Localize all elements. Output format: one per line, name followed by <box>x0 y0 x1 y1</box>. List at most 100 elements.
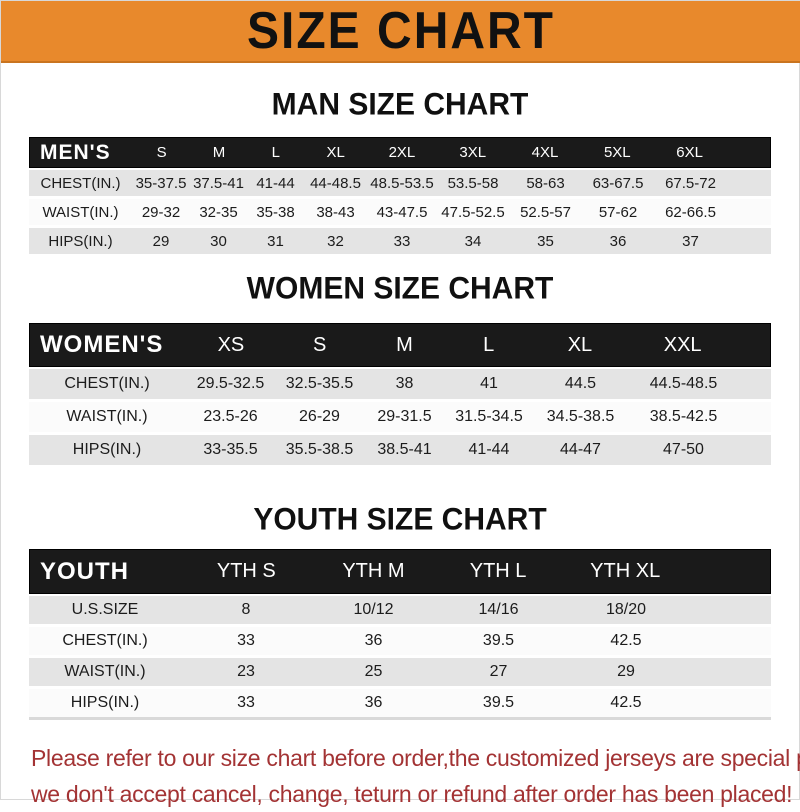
youth-size-table: YOUTH YTH S YTH M YTH L YTH XL U.S.SIZE … <box>29 549 771 720</box>
cell: 32-35 <box>199 203 238 221</box>
table-row: U.S.SIZE 8 10/12 14/16 18/20 <box>29 596 771 624</box>
table-row: HIPS(IN.) 29 30 31 32 33 34 35 36 37 <box>29 228 771 254</box>
cell: 36 <box>364 694 383 711</box>
women-header-label: WOMEN'S <box>40 331 164 358</box>
youth-section-title: YOUTH SIZE CHART <box>253 502 547 537</box>
cell: 63-67.5 <box>592 174 644 192</box>
cell: 38 <box>395 375 414 392</box>
order-notice-line2: we don't accept cancel, change, teturn o… <box>31 781 793 807</box>
cell: 33 <box>237 632 255 649</box>
cell: 44.5 <box>564 375 597 392</box>
size-header: 2XL <box>388 144 416 161</box>
row-label: CHEST(IN.) <box>62 632 148 649</box>
men-table-header: MEN'S S M L XL 2XL 3XL 4XL 5XL 6XL <box>29 137 771 168</box>
men-table-body: CHEST(IN.) 35-37.5 37.5-41 41-44 44-48.5… <box>29 168 771 254</box>
size-header: XL <box>326 144 345 161</box>
cell: 38-43 <box>316 203 355 221</box>
cell: 34 <box>464 232 482 250</box>
row-label: HIPS(IN.) <box>48 232 113 250</box>
size-chart-banner: SIZE CHART <box>1 1 800 63</box>
size-header: 3XL <box>459 144 487 161</box>
women-size-table: WOMEN'S XS S M L XL XXL CHEST(IN.) 29.5-… <box>29 323 771 465</box>
cell: 47-50 <box>663 441 704 458</box>
size-header: S <box>313 333 327 356</box>
men-header-label: MEN'S <box>40 140 111 164</box>
row-label: CHEST(IN.) <box>64 375 150 392</box>
table-row: HIPS(IN.) 33-35.5 35.5-38.5 38.5-41 41-4… <box>29 435 771 465</box>
cell: 18/20 <box>605 601 647 618</box>
order-notice-line1: Please refer to our size chart before or… <box>31 745 800 771</box>
cell: 32 <box>327 232 344 250</box>
cell: 29-31.5 <box>377 408 432 425</box>
cell: 33 <box>393 232 411 250</box>
size-header: YTH L <box>469 560 527 582</box>
cell: 31 <box>267 232 284 250</box>
size-header: YTH XL <box>590 560 661 582</box>
size-header: L <box>483 333 495 356</box>
cell: 47.5-52.5 <box>441 203 505 221</box>
women-table-header: WOMEN'S XS S M L XL XXL <box>29 323 771 367</box>
cell: 57-62 <box>598 203 638 221</box>
cell: 35-37.5 <box>135 174 187 192</box>
cell: 53.5-58 <box>447 174 499 192</box>
size-header: S <box>156 144 167 161</box>
page-title: SIZE CHART <box>247 2 555 60</box>
men-section-title: MAN SIZE CHART <box>271 87 529 122</box>
table-row: HIPS(IN.) 33 36 39.5 42.5 <box>29 689 771 717</box>
size-header: 4XL <box>531 144 559 161</box>
cell: 10/12 <box>353 601 394 618</box>
cell: 37 <box>682 232 699 250</box>
cell: 8 <box>241 601 251 618</box>
row-label: CHEST(IN.) <box>40 174 121 192</box>
order-notice: Please refer to our size chart before or… <box>31 740 800 812</box>
cell: 35 <box>537 232 554 250</box>
cell: 42.5 <box>610 632 642 649</box>
size-header: L <box>271 144 280 161</box>
cell: 36 <box>609 232 627 250</box>
cell: 44.5-48.5 <box>649 375 718 392</box>
youth-table-header: YOUTH YTH S YTH M YTH L YTH XL <box>29 549 771 594</box>
row-label: WAIST(IN.) <box>66 408 148 425</box>
cell: 34.5-38.5 <box>546 408 615 425</box>
row-label: HIPS(IN.) <box>70 694 140 711</box>
cell: 23.5-26 <box>203 408 258 425</box>
row-label: WAIST(IN.) <box>64 663 146 680</box>
cell: 35.5-38.5 <box>285 441 354 458</box>
cell: 43-47.5 <box>376 203 428 221</box>
row-label: WAIST(IN.) <box>42 203 119 221</box>
cell: 44-48.5 <box>310 174 361 192</box>
women-section-title: WOMEN SIZE CHART <box>246 271 554 306</box>
table-row: WAIST(IN.) 23.5-26 26-29 29-31.5 31.5-34… <box>29 402 771 432</box>
men-size-table: MEN'S S M L XL 2XL 3XL 4XL 5XL 6XL CHEST… <box>29 137 771 254</box>
cell: 36 <box>364 632 383 649</box>
size-header: XXL <box>663 333 702 356</box>
cell: 44-47 <box>560 441 601 458</box>
cell: 26-29 <box>299 408 340 425</box>
youth-header-label: YOUTH <box>40 557 129 585</box>
cell: 38.5-42.5 <box>649 408 718 425</box>
cell: 32.5-35.5 <box>285 375 354 392</box>
cell: 29.5-32.5 <box>196 375 265 392</box>
size-header: YTH M <box>342 560 405 582</box>
cell: 29 <box>617 663 635 680</box>
row-label: U.S.SIZE <box>71 601 139 618</box>
size-header: 5XL <box>603 144 631 161</box>
cell: 35-38 <box>256 203 295 221</box>
cell: 38.5-41 <box>377 441 432 458</box>
cell: 14/16 <box>478 601 519 618</box>
cell: 29-32 <box>141 203 181 221</box>
cell: 23 <box>237 663 255 680</box>
table-row: CHEST(IN.) 29.5-32.5 32.5-35.5 38 41 44.… <box>29 369 771 399</box>
table-row: CHEST(IN.) 33 36 39.5 42.5 <box>29 627 771 655</box>
size-header: M <box>212 144 226 161</box>
cell: 33-35.5 <box>203 441 258 458</box>
size-header: 6XL <box>676 144 703 161</box>
cell: 58-63 <box>526 174 565 192</box>
size-header: M <box>396 333 413 356</box>
cell: 62-66.5 <box>665 203 716 221</box>
cell: 48.5-53.5 <box>370 174 434 192</box>
cell: 25 <box>364 663 383 680</box>
cell: 39.5 <box>482 694 515 711</box>
cell: 30 <box>210 232 227 250</box>
cell: 33 <box>237 694 255 711</box>
